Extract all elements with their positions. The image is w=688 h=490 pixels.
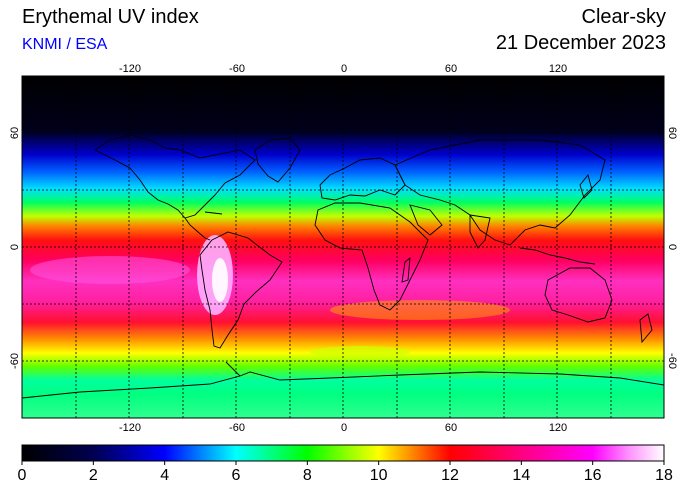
asia-outline [394, 139, 606, 246]
colorbar-tick-label: 6 [232, 467, 241, 484]
graticule [22, 76, 664, 418]
right-lat-labels: 60 0 -60 [666, 127, 678, 369]
lat-tick-label: 60 [9, 127, 21, 139]
madagascar-outline [401, 256, 411, 283]
australia-outline [544, 267, 613, 323]
europe-outline [319, 157, 406, 201]
lat-tick-label: 0 [9, 244, 21, 250]
lon-tick-label: -120 [119, 63, 141, 75]
chart-title: Erythemal UV index [22, 6, 199, 28]
south-atlantic-patch [330, 300, 510, 320]
colorbar-tick-label: 10 [370, 467, 388, 484]
south-america-outline [199, 231, 283, 349]
colorbar-tick-label: 16 [584, 467, 602, 484]
antarctica-outline [22, 371, 664, 399]
lon-tick-label: -60 [229, 422, 245, 434]
southern-yellow-patch [310, 346, 410, 358]
date-label: 21 December 2023 [495, 32, 666, 54]
left-lat-labels: 60 0 -60 [9, 127, 21, 369]
antarctic-peninsula-outline [225, 361, 241, 377]
coastlines [22, 134, 664, 399]
indonesia-outline [519, 247, 596, 265]
colorbar-labels: 0 2 4 6 8 10 12 14 16 18 [18, 467, 673, 484]
top-lon-labels: -120 -60 0 60 120 [119, 63, 567, 75]
lat-tick-label: -60 [666, 353, 678, 369]
colorbar-tick-label: 0 [18, 467, 27, 484]
colorbar-tick-label: 8 [303, 467, 312, 484]
organization-label: KNMI / ESA [22, 36, 108, 53]
india-outline [469, 214, 491, 249]
lon-tick-label: 0 [341, 63, 347, 75]
central-america-outline [184, 217, 211, 241]
lon-tick-label: 0 [341, 422, 347, 434]
colorbar-ticks [21, 461, 665, 465]
colorbar-tick-label: 2 [89, 467, 98, 484]
andes-peak-patch [212, 258, 228, 302]
colorbar-tick-label: 4 [160, 467, 169, 484]
cuba-outline [204, 211, 223, 215]
new-zealand-outline [639, 313, 653, 344]
lon-tick-label: 60 [445, 63, 457, 75]
lon-tick-label: 60 [445, 422, 457, 434]
condition-label: Clear-sky [581, 6, 666, 28]
colorbar-tick-label: 12 [441, 467, 459, 484]
africa-outline [314, 202, 429, 311]
lon-tick-label: -60 [229, 63, 245, 75]
north-america-outline [94, 134, 256, 219]
lat-tick-label: 60 [666, 127, 678, 139]
colorbar-tick-label: 14 [512, 467, 530, 484]
colorbar [21, 444, 665, 462]
lon-tick-label: 120 [549, 422, 567, 434]
lat-tick-label: 0 [666, 244, 678, 250]
bottom-lon-labels: -120 -60 0 60 120 [119, 422, 567, 434]
japan-outline [579, 174, 593, 199]
colorbar-tick-label: 18 [655, 467, 673, 484]
arabia-outline [409, 204, 443, 236]
pacific-high-uv-patch [30, 256, 190, 284]
lon-tick-label: -120 [119, 422, 141, 434]
lat-tick-label: -60 [9, 353, 21, 369]
map-frame [21, 75, 665, 419]
lon-tick-label: 120 [549, 63, 567, 75]
